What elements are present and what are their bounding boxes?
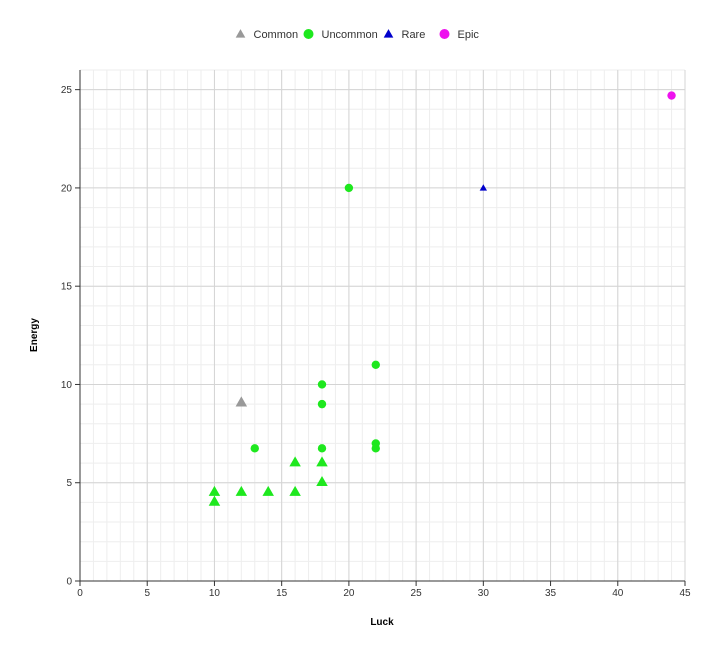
y-tick-label: 25 [61,85,73,96]
x-tick-label: 0 [77,588,83,599]
data-point-uncommon [371,444,380,453]
data-point-uncommon [250,444,259,453]
data-point-uncommon [371,360,380,370]
data-point-uncommon [235,485,248,496]
x-tick-label: 15 [276,588,288,599]
x-tick-label: 5 [144,588,150,599]
legend-label-rare: Rare [402,29,426,41]
legend-marker-common [235,29,246,38]
data-point-uncommon [316,456,328,467]
x-tick-label: 20 [343,588,355,599]
data-point-rare [479,184,488,191]
x-tick-label: 35 [545,588,557,599]
y-tick-label: 10 [61,380,73,391]
x-tick-label: 45 [679,588,691,599]
y-axis-title: Energy [29,318,40,352]
legend-label-uncommon: Uncommon [322,29,378,41]
x-tick-label: 10 [209,588,221,599]
legend-label-common: Common [254,29,299,41]
data-point-uncommon [344,183,354,193]
x-tick-label: 25 [411,588,423,599]
axes [79,70,685,582]
y-tick-label: 20 [61,183,73,194]
data-point-common [235,396,248,407]
data-point-uncommon [317,444,327,453]
x-tick-label: 40 [612,588,624,599]
data-points [208,91,676,506]
data-point-uncommon [289,485,301,496]
legend-label-epic: Epic [458,29,480,41]
y-tick-label: 5 [66,478,72,489]
data-point-uncommon [317,399,327,409]
x-tick-label: 30 [478,588,490,599]
legend-marker-rare [383,29,394,38]
data-point-uncommon [316,475,328,487]
legend-marker-uncommon [303,29,314,39]
data-point-uncommon [208,495,221,506]
grid [79,69,686,582]
data-point-uncommon [262,485,274,496]
legend-item-uncommon[interactable]: Uncommon [303,29,378,41]
x-axis-ticks: 0 5 10 15 20 25 30 35 40 45 [77,581,691,599]
y-axis-ticks: 0 5 10 15 20 25 [61,85,80,588]
x-axis-title: Luck [370,617,394,628]
data-point-uncommon [317,380,327,389]
data-point-uncommon [208,485,221,496]
legend: Common Uncommon Rare Epic [235,29,480,41]
data-point-epic [667,91,676,100]
data-point-uncommon [289,456,301,467]
y-tick-label: 0 [66,577,72,588]
legend-item-epic[interactable]: Epic [439,29,480,41]
legend-item-rare[interactable]: Rare [383,29,426,41]
legend-marker-epic [439,29,450,39]
y-tick-label: 15 [61,282,73,293]
legend-item-common[interactable]: Common [235,29,299,41]
